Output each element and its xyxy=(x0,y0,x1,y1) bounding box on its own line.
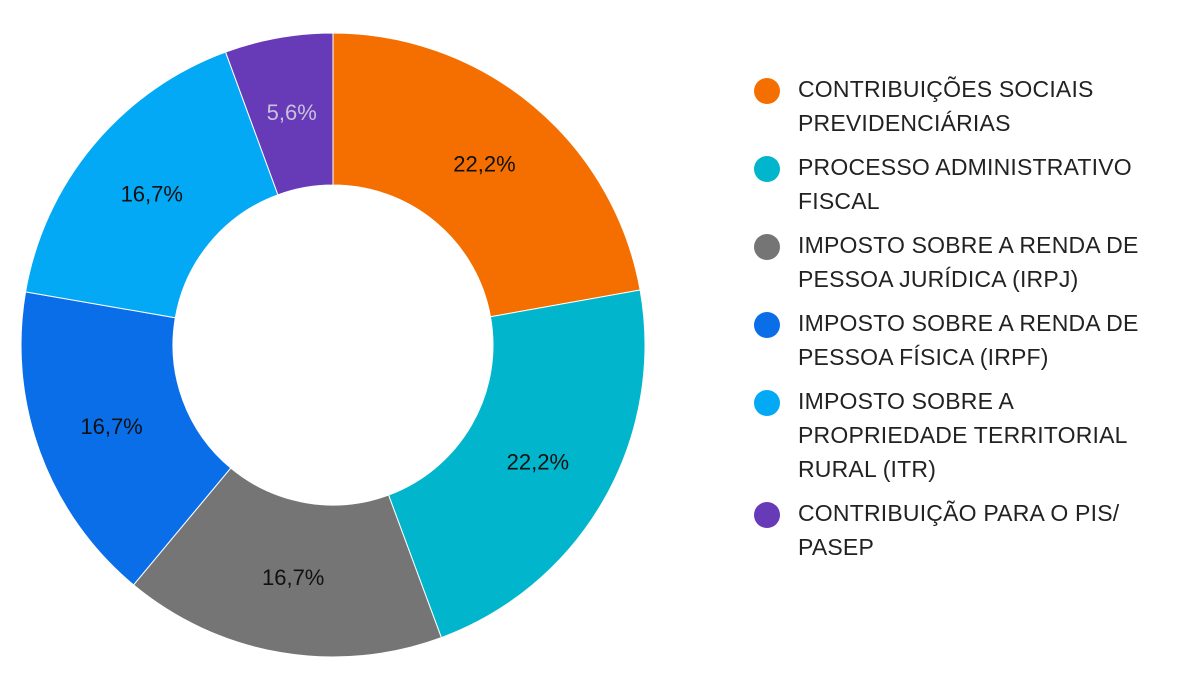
legend-item-2[interactable]: IMPOSTO SOBRE A RENDA DE PESSOA JURÍDICA… xyxy=(754,228,1184,296)
slice-4 xyxy=(24,51,279,319)
legend-item-0[interactable]: CONTRIBUIÇÕES SOCIAIS PREVIDENCIÁRIAS xyxy=(754,72,1184,140)
legend-swatch-4 xyxy=(754,390,780,416)
chart-legend: CONTRIBUIÇÕES SOCIAIS PREVIDENCIÁRIAS PRO… xyxy=(754,72,1184,574)
slice-2 xyxy=(132,467,442,658)
slice-label-5: 5,6% xyxy=(267,100,317,125)
legend-swatch-5 xyxy=(754,502,780,528)
legend-label-1: PROCESSO ADMINISTRATIVO FISCAL xyxy=(798,154,1132,214)
slice-label-1: 22,2% xyxy=(507,450,569,475)
slice-label-4: 16,7% xyxy=(121,181,183,206)
slice-label-3: 16,7% xyxy=(80,414,142,439)
legend-swatch-3 xyxy=(754,312,780,338)
slice-0 xyxy=(332,32,641,318)
legend-item-1[interactable]: PROCESSO ADMINISTRATIVO FISCAL xyxy=(754,150,1184,218)
slice-label-0: 22,2% xyxy=(453,152,515,177)
legend-item-5[interactable]: CONTRIBUIÇÃO PARA O PIS/ PASEP xyxy=(754,496,1184,564)
legend-label-4: IMPOSTO SOBRE A PROPRIEDADE TERRITORIAL … xyxy=(798,388,1127,482)
legend-label-0: CONTRIBUIÇÕES SOCIAIS PREVIDENCIÁRIAS xyxy=(798,76,1094,136)
legend-item-4[interactable]: IMPOSTO SOBRE A PROPRIEDADE TERRITORIAL … xyxy=(754,384,1184,486)
donut-slices xyxy=(20,32,646,658)
donut-slice-labels: 22,2% 22,2% 16,7% 16,7% 16,7% 5,6% xyxy=(80,100,569,590)
slice-label-2: 16,7% xyxy=(262,565,324,590)
slice-3 xyxy=(20,291,232,586)
slice-1 xyxy=(387,289,646,639)
legend-label-3: IMPOSTO SOBRE A RENDA DE PESSOA FÍSICA (… xyxy=(798,310,1139,370)
legend-swatch-2 xyxy=(754,234,780,260)
donut-chart: 22,2% 22,2% 16,7% 16,7% 16,7% 5,6% xyxy=(20,32,646,658)
legend-label-5: CONTRIBUIÇÃO PARA O PIS/ PASEP xyxy=(798,500,1120,560)
slice-5 xyxy=(224,32,334,196)
legend-label-2: IMPOSTO SOBRE A RENDA DE PESSOA JURÍDICA… xyxy=(798,232,1139,292)
legend-item-3[interactable]: IMPOSTO SOBRE A RENDA DE PESSOA FÍSICA (… xyxy=(754,306,1184,374)
legend-swatch-1 xyxy=(754,156,780,182)
legend-swatch-0 xyxy=(754,78,780,104)
